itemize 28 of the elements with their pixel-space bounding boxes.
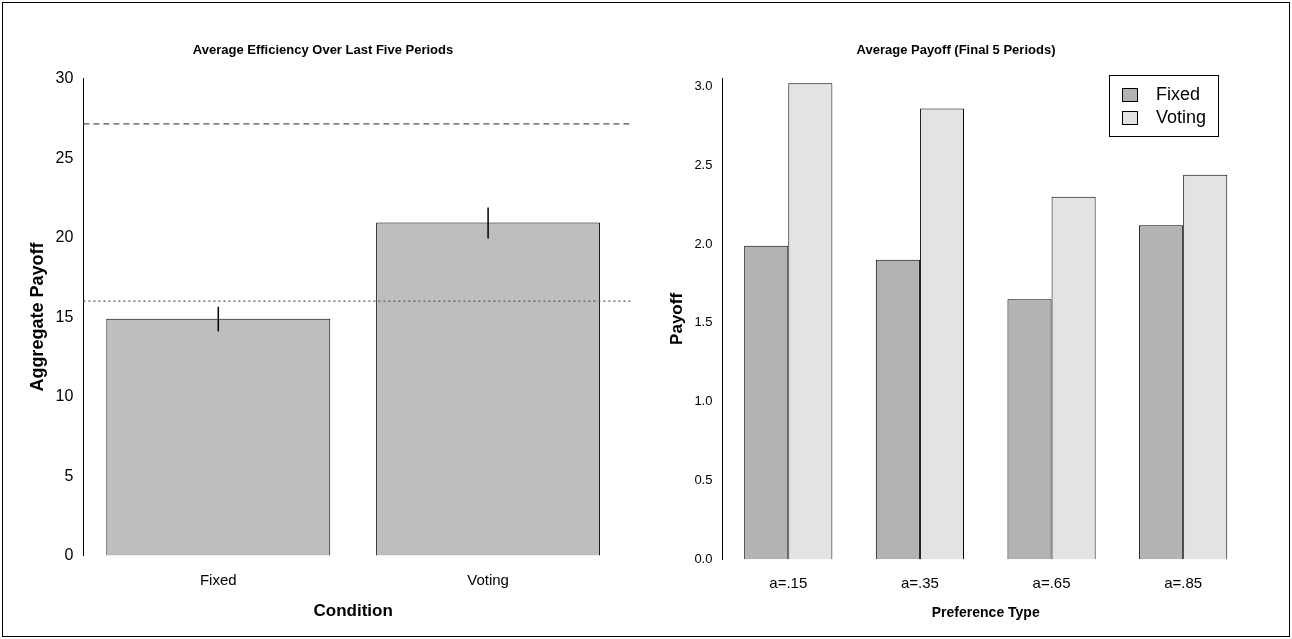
y-tick-label: 25 — [55, 148, 74, 166]
y-tick-label: 2.0 — [694, 235, 713, 251]
y-tick-label: 10 — [55, 387, 74, 405]
x-tick-label: Fixed — [199, 570, 237, 588]
y-tick-label: 1.0 — [694, 393, 713, 409]
y-tick-label: 0.5 — [694, 471, 713, 487]
chart-title: Average Efficiency Over Last Five Periods — [192, 42, 454, 58]
chart-title: Average Payoff (Final 5 Periods) — [856, 42, 1056, 58]
x-tick-label: a=.15 — [769, 574, 808, 592]
x-axis-title: Preference Type — [931, 604, 1040, 621]
x-tick-label: a=.65 — [1032, 574, 1071, 592]
y-tick-label: 0 — [64, 546, 74, 564]
legend-label: Fixed — [1155, 84, 1200, 105]
y-tick-label: 5 — [64, 466, 74, 484]
x-tick-label: Voting — [467, 570, 509, 588]
y-tick-label: 0.0 — [694, 550, 713, 566]
y-tick-label: 30 — [55, 69, 74, 87]
legend-label: Voting — [1155, 107, 1206, 128]
x-axis-title: Condition — [313, 601, 393, 621]
y-tick-label: 3.0 — [694, 78, 713, 94]
y-tick-label: 1.5 — [694, 314, 713, 330]
y-tick-label: 20 — [55, 228, 74, 246]
x-tick-label: a=.85 — [1164, 574, 1203, 592]
x-tick-label: a=.35 — [900, 574, 939, 592]
y-axis-title: Payoff — [666, 292, 686, 345]
y-tick-label: 2.5 — [694, 156, 713, 172]
y-tick-label: 15 — [55, 307, 74, 325]
y-axis-title: Aggregate Payoff — [26, 241, 47, 392]
